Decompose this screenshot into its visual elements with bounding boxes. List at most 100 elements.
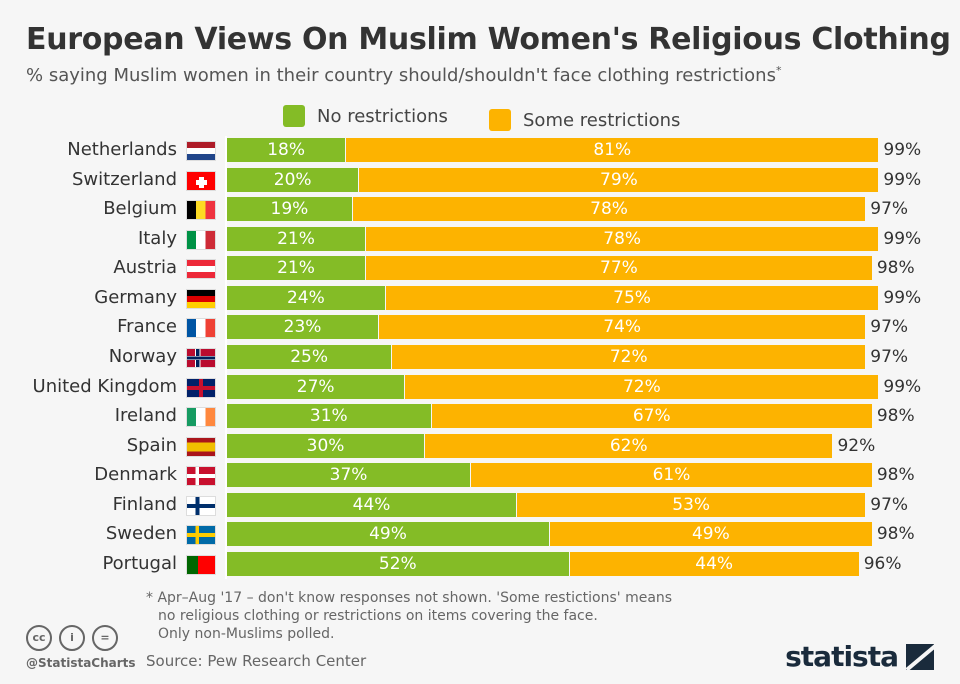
flag-icon xyxy=(186,466,216,487)
data-label: 75% xyxy=(613,287,651,308)
data-label: 72% xyxy=(622,376,661,397)
flag-icon xyxy=(186,407,216,428)
bar-row-italy: Italy 21% 78% 99% xyxy=(0,226,960,251)
bar-some-restrictions: 78% xyxy=(365,226,879,251)
bar-row-united-kingdom: United Kingdom 27% 72% 99% xyxy=(0,374,960,399)
legend-swatch-orange xyxy=(489,109,511,131)
statista-logo: statista xyxy=(785,640,934,673)
total-label: 97% xyxy=(870,317,909,338)
data-label: 74% xyxy=(603,317,642,338)
country-label: Denmark xyxy=(94,464,177,486)
total-label: 99% xyxy=(883,228,922,249)
data-label: 49% xyxy=(369,524,407,545)
flag-icon xyxy=(186,495,216,516)
data-label: 20% xyxy=(273,169,312,190)
flag-icon xyxy=(186,229,216,250)
total-label: 99% xyxy=(883,376,922,397)
flag-icon xyxy=(186,525,216,546)
bar-some-restrictions: 49% xyxy=(549,522,872,547)
data-label: 81% xyxy=(593,140,632,160)
bar-some-restrictions: 78% xyxy=(352,197,866,222)
total-label: 99% xyxy=(883,169,922,190)
country-label: Italy xyxy=(137,227,177,249)
data-label: 78% xyxy=(590,199,628,220)
flag-icon xyxy=(186,436,216,457)
subtitle-text: % saying Muslim women in their country s… xyxy=(26,65,776,86)
bar-row-ireland: Ireland 31% 67% 98% xyxy=(0,404,960,429)
bar-some-restrictions: 53% xyxy=(517,492,866,517)
data-label: 67% xyxy=(632,406,671,427)
data-label: 78% xyxy=(603,228,642,249)
bar-row-switzerland: Switzerland 20% 79% 99% xyxy=(0,167,960,192)
data-label: 79% xyxy=(600,169,638,190)
axis-line xyxy=(225,136,227,579)
bar-row-norway: Norway 25% 72% 97% xyxy=(0,344,960,369)
country-label: France xyxy=(117,316,177,338)
bar-no-restrictions: 19% xyxy=(227,197,352,222)
bar-no-restrictions: 24% xyxy=(227,285,385,310)
country-label: Finland xyxy=(112,493,177,515)
footnote-line: no religious clothing or restrictions on… xyxy=(158,608,598,624)
bar-row-france: France 23% 74% 97% xyxy=(0,315,960,340)
attribution-icon: i xyxy=(59,625,85,651)
bar-some-restrictions: 67% xyxy=(431,404,872,429)
bar-row-germany: Germany 24% 75% 99% xyxy=(0,285,960,310)
bar-row-denmark: Denmark 37% 61% 98% xyxy=(0,463,960,488)
bar-no-restrictions: 27% xyxy=(227,374,405,399)
subtitle-footnote-mark: * xyxy=(775,64,782,77)
data-label: 77% xyxy=(600,258,638,279)
total-label: 97% xyxy=(870,199,909,220)
total-label: 96% xyxy=(863,553,902,574)
country-label: Norway xyxy=(108,345,177,367)
country-label: Ireland xyxy=(114,405,177,427)
data-label: 19% xyxy=(270,199,309,220)
data-label: 44% xyxy=(695,553,734,574)
bar-no-restrictions: 49% xyxy=(227,522,549,547)
logo-text: statista xyxy=(785,640,899,673)
total-label: 98% xyxy=(876,465,915,486)
data-label: 21% xyxy=(277,228,315,249)
creative-commons-icon: cc xyxy=(26,625,52,651)
bar-no-restrictions: 44% xyxy=(227,492,517,517)
bar-some-restrictions: 74% xyxy=(379,315,866,340)
flag-icon xyxy=(186,141,216,161)
bar-no-restrictions: 21% xyxy=(227,226,365,251)
total-label: 97% xyxy=(870,346,909,367)
country-label: Switzerland xyxy=(72,168,177,190)
chart-subtitle: % saying Muslim women in their country s… xyxy=(26,64,781,86)
bar-row-spain: Spain 30% 62% 92% xyxy=(0,433,960,458)
data-label: 52% xyxy=(378,553,417,574)
flag-icon xyxy=(186,200,216,221)
footnote-line: Only non-Muslims polled. xyxy=(158,626,335,642)
bar-some-restrictions: 62% xyxy=(425,433,833,458)
total-label: 97% xyxy=(870,494,909,515)
data-label: 61% xyxy=(652,465,691,486)
chart-title: European Views On Muslim Women's Religio… xyxy=(26,22,951,57)
country-label: Austria xyxy=(113,257,177,279)
data-label: 62% xyxy=(609,435,648,456)
bar-some-restrictions: 61% xyxy=(471,463,872,488)
country-label: Spain xyxy=(126,434,177,456)
bar-no-restrictions: 52% xyxy=(227,551,569,576)
country-label: Germany xyxy=(94,286,177,308)
bar-no-restrictions: 23% xyxy=(227,315,379,340)
bar-no-restrictions: 20% xyxy=(227,167,359,192)
no-derivatives-icon: = xyxy=(92,625,118,651)
bar-no-restrictions: 25% xyxy=(227,344,392,369)
data-label: 37% xyxy=(329,465,368,486)
legend-swatch-green xyxy=(283,105,305,127)
data-label: 53% xyxy=(672,494,711,515)
data-label: 23% xyxy=(283,317,322,338)
bar-some-restrictions: 72% xyxy=(405,374,879,399)
country-label: Sweden xyxy=(105,523,177,545)
data-label: 31% xyxy=(309,406,348,427)
legend-some-restrictions: Some restrictions xyxy=(489,109,680,131)
footnote: * Apr–Aug '17 – don't know responses not… xyxy=(146,589,672,643)
bar-row-austria: Austria 21% 77% 98% xyxy=(0,256,960,281)
country-label: United Kingdom xyxy=(32,375,177,397)
flag-icon xyxy=(186,318,216,339)
twitter-handle: @StatistaCharts xyxy=(26,656,136,670)
data-label: 18% xyxy=(267,140,306,160)
total-label: 98% xyxy=(876,524,915,545)
bar-row-finland: Finland 44% 53% 97% xyxy=(0,492,960,517)
